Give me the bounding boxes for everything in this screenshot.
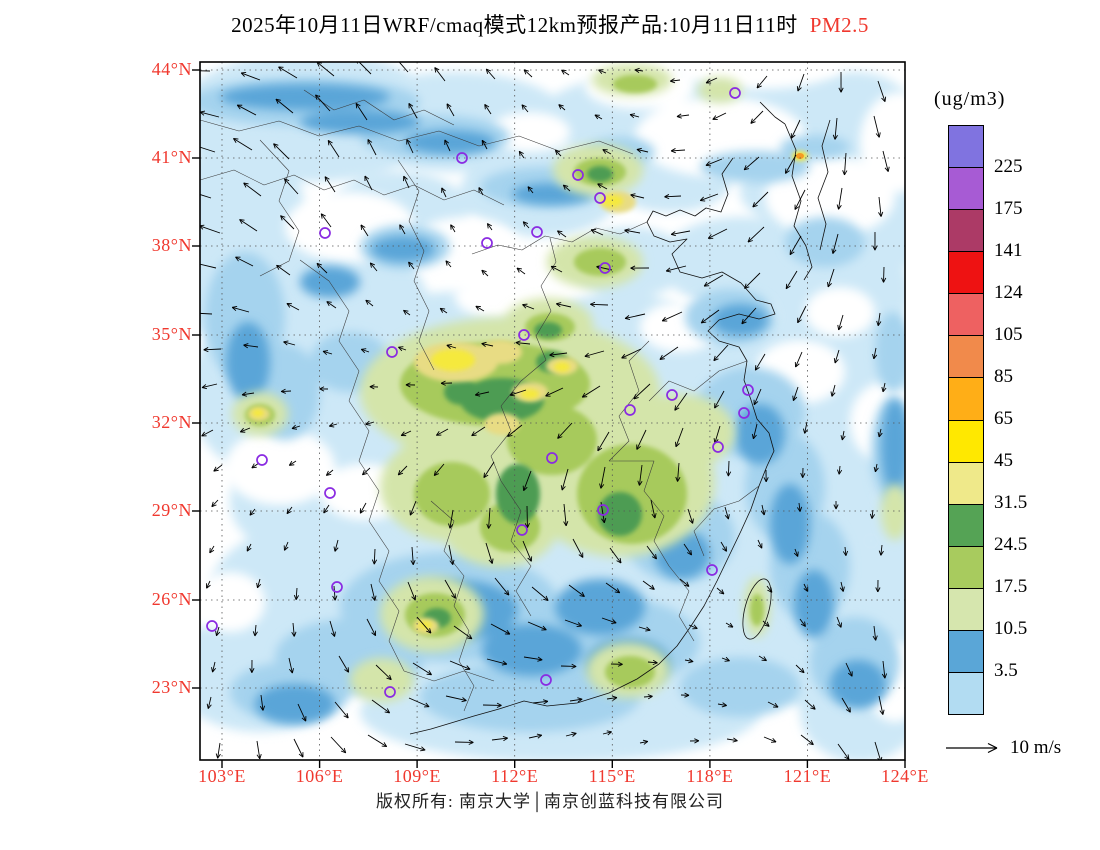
colorbar-tick-label: 225 <box>994 156 1023 177</box>
colorbar-cell <box>949 419 983 462</box>
axis-ticks <box>192 69 906 768</box>
map-frame <box>199 61 906 761</box>
station-marker <box>546 452 558 464</box>
wind-scale-label: 10 m/s <box>1010 737 1062 758</box>
station-marker <box>331 581 343 593</box>
lon-tick-label: 106°E <box>295 766 344 786</box>
title-pollutant: PM2.5 <box>809 13 869 37</box>
page-title: 2025年10月11日WRF/cmaq模式12km预报产品:10月11日11时 P… <box>0 9 1100 39</box>
colorbar-cell <box>949 209 983 252</box>
station-marker <box>738 407 750 419</box>
station-marker <box>206 620 218 632</box>
coastline-layer <box>409 101 831 735</box>
lon-tick-label: 112°E <box>491 766 539 786</box>
grid-lines <box>200 62 905 760</box>
lon-tick-label: 118°E <box>686 766 734 786</box>
colorbar-tick-label: 10.5 <box>994 618 1028 639</box>
colorbar-tick-label: 105 <box>994 324 1023 345</box>
colorbar-cell <box>949 251 983 294</box>
lat-tick-label: 32°N <box>151 412 192 432</box>
station-marker <box>384 686 396 698</box>
province-borders-layer <box>200 89 760 712</box>
station-marker <box>706 564 718 576</box>
station-marker <box>597 504 609 516</box>
lat-tick-label: 38°N <box>151 235 192 255</box>
colorbar-tick-label: 3.5 <box>994 660 1018 681</box>
colorbar-cell <box>949 672 983 715</box>
station-marker <box>386 346 398 358</box>
lon-tick-label: 124°E <box>881 766 929 786</box>
wind-scale-arrow-icon <box>946 742 998 754</box>
lon-tick-label: 121°E <box>783 766 832 786</box>
lon-tick-label: 103°E <box>198 766 246 786</box>
lat-tick-label: 41°N <box>151 147 192 167</box>
station-marker <box>666 389 678 401</box>
wind-scale: 10 m/s <box>944 737 1061 759</box>
lon-tick-label: 109°E <box>393 766 441 786</box>
station-marker <box>319 227 331 239</box>
colorbar-tick-label: 17.5 <box>994 576 1028 597</box>
station-marker <box>324 487 336 499</box>
lat-tick-label: 26°N <box>151 589 192 609</box>
station-marker <box>572 169 584 181</box>
forecast-map <box>192 61 906 768</box>
station-marker <box>516 524 528 536</box>
wind-vectors <box>200 62 890 760</box>
station-marker <box>518 329 530 341</box>
colorbar-tick-label: 24.5 <box>994 534 1028 555</box>
colorbar-cell <box>949 587 983 630</box>
station-marker <box>712 441 724 453</box>
colorbar-tick-label: 175 <box>994 198 1023 219</box>
colorbar-unit-label: (ug/m3) <box>934 88 1006 110</box>
colorbar-cell <box>949 293 983 336</box>
colorbar-cell <box>949 167 983 210</box>
colorbar-tick-label: 31.5 <box>994 492 1028 513</box>
station-marker <box>729 87 741 99</box>
colorbar-cell <box>949 461 983 504</box>
colorbar-tick-label: 45 <box>994 450 1013 471</box>
station-marker <box>540 674 552 686</box>
station-marker <box>594 192 606 204</box>
lat-tick-label: 23°N <box>151 677 192 697</box>
colorbar-cell <box>949 629 983 673</box>
lon-tick-label: 115°E <box>588 766 636 786</box>
station-marker <box>742 384 754 396</box>
colorbar-tick-label: 124 <box>994 282 1023 303</box>
lat-tick-label: 44°N <box>151 59 192 79</box>
colorbar: (ug/m3) 225 175 141 124 105 85 65 45 31.5 24.5 17.… <box>934 88 1098 728</box>
station-marker <box>599 262 611 274</box>
station-marker <box>531 226 543 238</box>
station-markers-layer <box>206 87 754 698</box>
colorbar-tick-label: 85 <box>994 366 1013 387</box>
station-marker <box>481 237 493 249</box>
station-marker <box>256 454 268 466</box>
colorbar-cell <box>949 377 983 420</box>
colorbar-cell <box>949 545 983 588</box>
colorbar-cell <box>949 126 983 168</box>
colorbar-scale <box>948 125 984 715</box>
colorbar-tick-label: 65 <box>994 408 1013 429</box>
title-text: 2025年10月11日WRF/cmaq模式12km预报产品:10月11日11时 <box>231 13 798 37</box>
station-marker <box>456 152 468 164</box>
colorbar-cell <box>949 503 983 546</box>
lat-tick-label: 35°N <box>151 324 192 344</box>
station-marker <box>624 404 636 416</box>
colorbar-tick-label: 141 <box>994 240 1023 261</box>
footer-copyright: 版权所有: 南京大学│南京创蓝科技有限公司 <box>375 792 725 811</box>
lat-tick-label: 29°N <box>151 500 192 520</box>
pm25-contour-layer <box>200 62 905 760</box>
colorbar-cell <box>949 335 983 378</box>
